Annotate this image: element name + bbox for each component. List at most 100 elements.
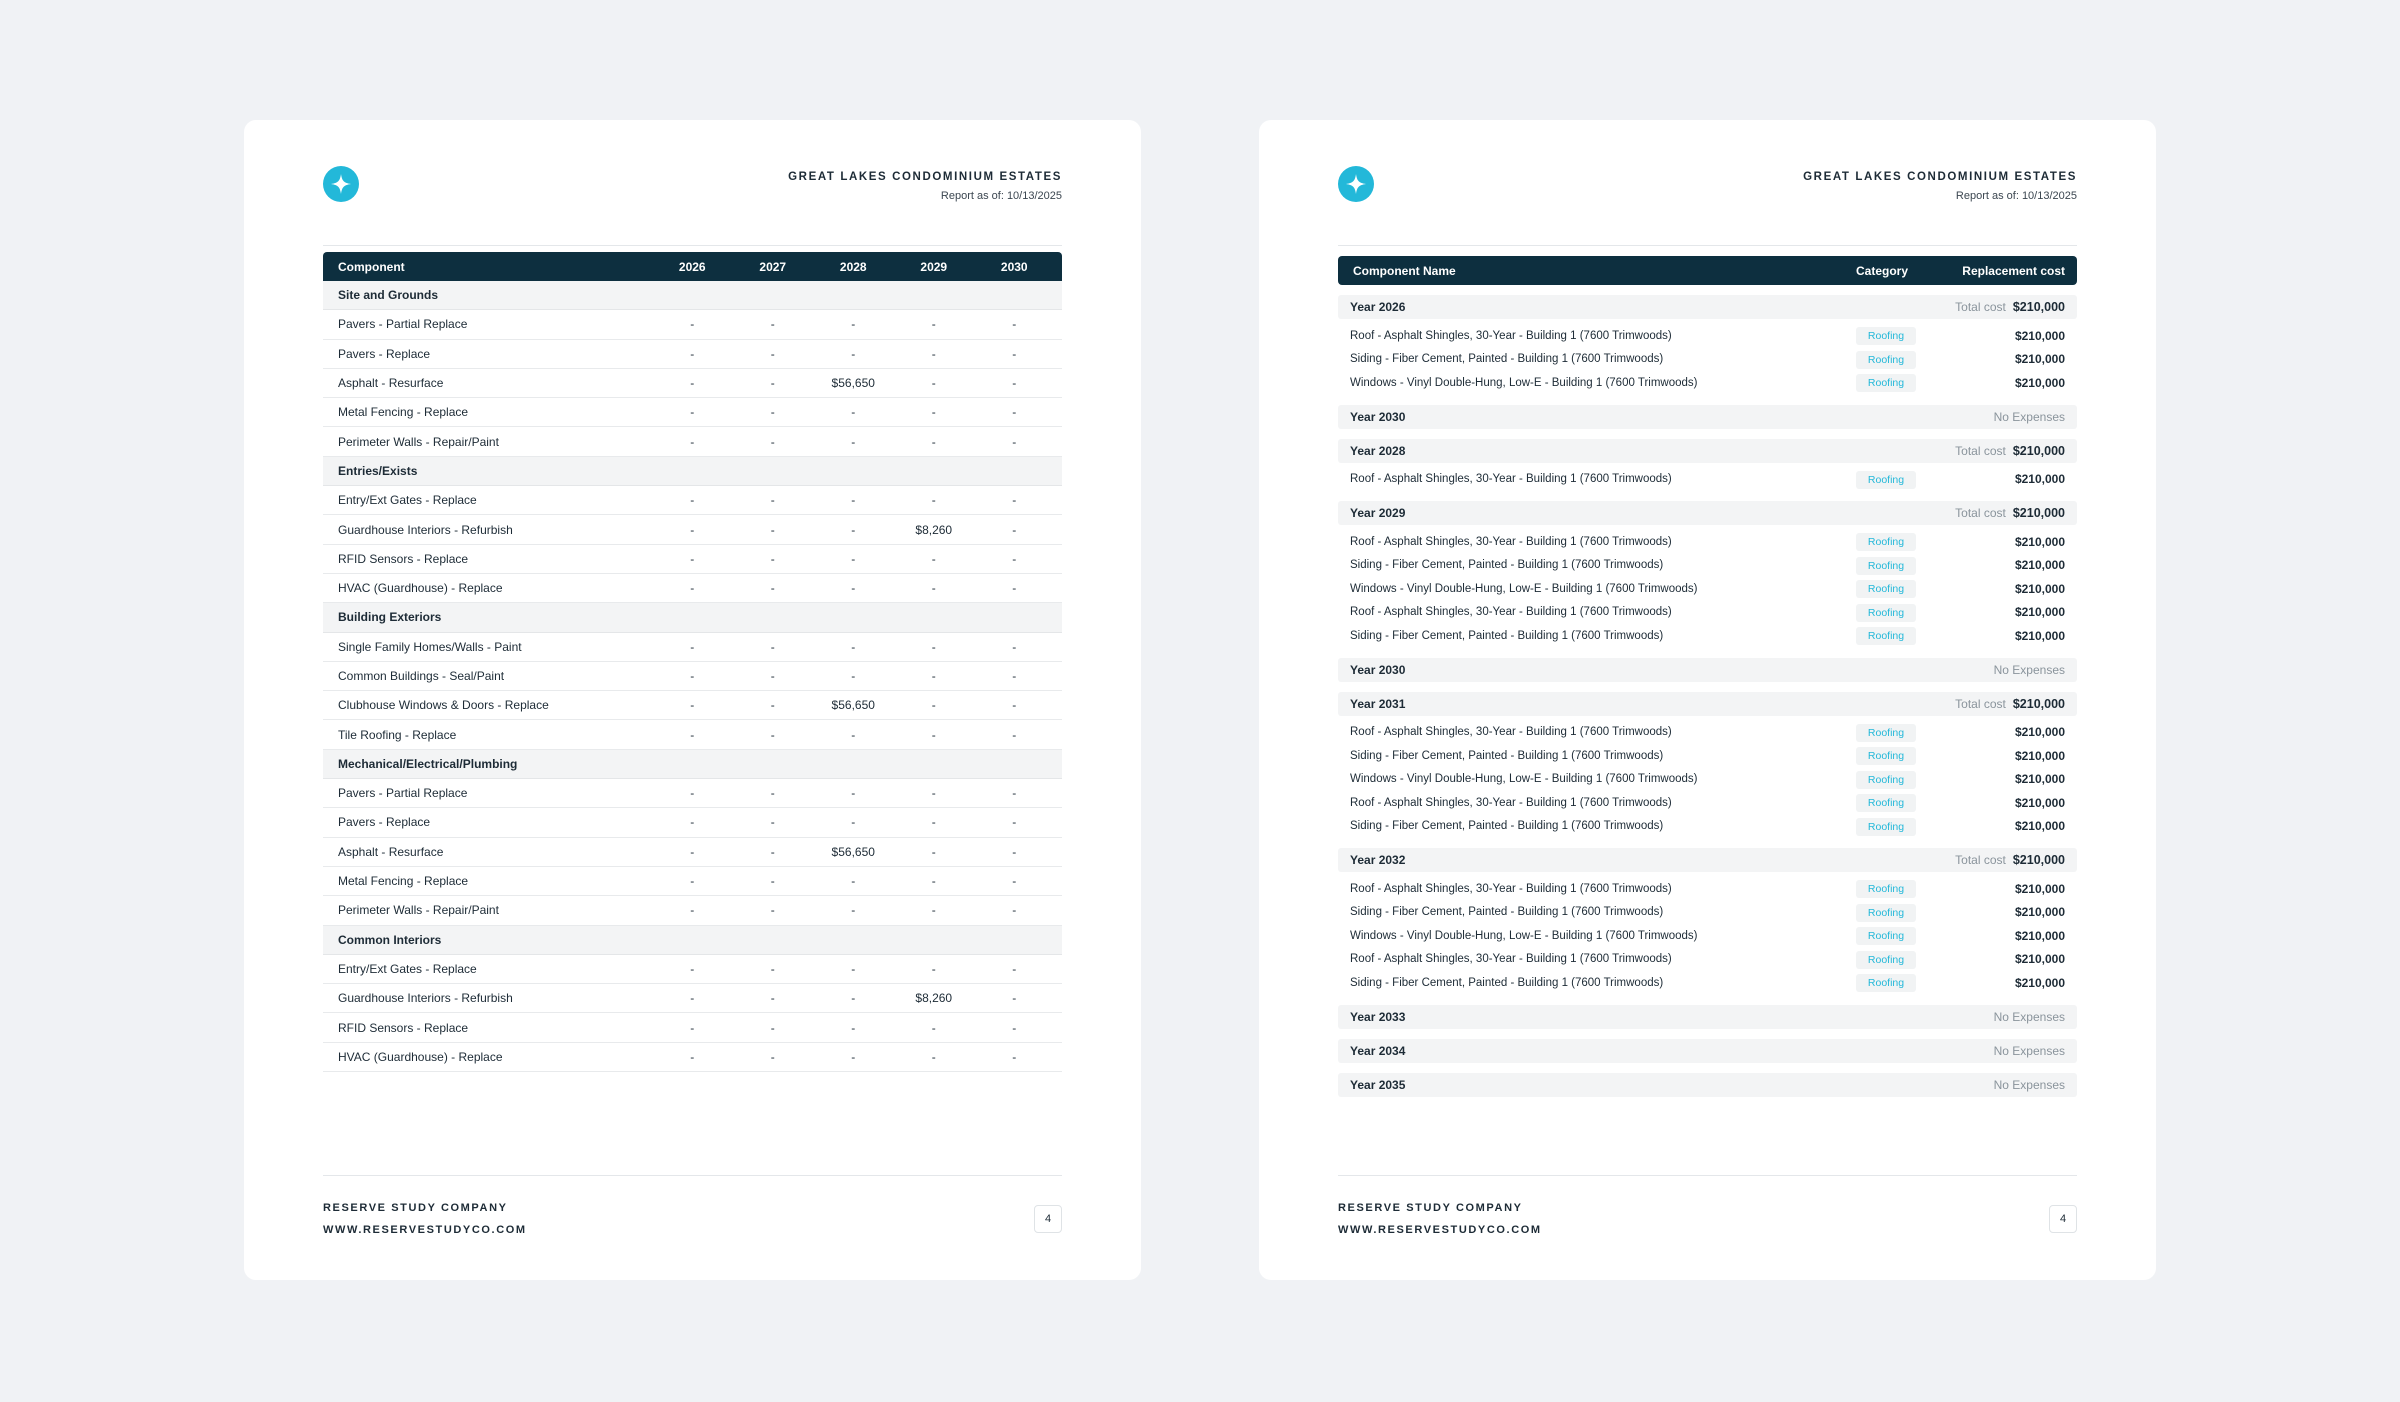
column-header-year: 2028 <box>839 259 867 274</box>
year-value-cell: - <box>690 874 695 889</box>
table-row: Guardhouse Interiors - Refurbish - - - $8,26… <box>323 984 1062 1014</box>
replacement-cost: $210,000 <box>2014 581 2065 596</box>
year-value-cell: - <box>1012 493 1017 508</box>
year-value-cell: - <box>690 698 695 713</box>
category-badge: Roofing <box>1856 350 1916 369</box>
year-value-cell: - <box>931 1049 936 1064</box>
table-row: Asphalt - Resurface - - $56,650 - - <box>323 838 1062 867</box>
year-value-cell: - <box>770 991 775 1006</box>
table-row: Pavers - Replace - - - - - <box>323 808 1062 838</box>
year-value-cell: - <box>770 639 775 654</box>
expense-row: Siding - Fiber Cement, Painted - Buildin… <box>1338 348 2077 372</box>
table-row: Perimeter Walls - Repair/Paint - - - - - <box>323 896 1062 926</box>
year-value-cell: - <box>931 405 936 420</box>
page-header: GREAT LAKES CONDOMINIUM ESTATES Report a… <box>323 166 1062 246</box>
year-value-cell: - <box>851 551 856 566</box>
year-summary: Total cost $210,000 <box>1955 300 2065 314</box>
year-row: Year 2028 Total cost $210,000 <box>1338 438 2077 463</box>
year-value-cell: - <box>770 493 775 508</box>
year-value-cell: - <box>851 346 856 361</box>
year-value-cell: - <box>770 874 775 889</box>
replacement-cost: $210,000 <box>2014 748 2065 763</box>
year-value-cell: - <box>1012 639 1017 654</box>
component-name: Roof - Asphalt Shingles, 30-Year - Build… <box>1350 882 1672 895</box>
year-value-cell: - <box>931 551 936 566</box>
year-value-cell: - <box>770 581 775 596</box>
expense-row: Roof - Asphalt Shingles, 30-Year - Build… <box>1338 530 2077 554</box>
section-label: Entries/Exists <box>338 463 418 478</box>
section-label: Common Interiors <box>338 932 442 947</box>
year-value-cell: - <box>931 1020 936 1035</box>
component-name: Pavers - Partial Replace <box>338 786 468 801</box>
year-value-cell: - <box>851 434 856 449</box>
year-value-cell: - <box>770 522 775 537</box>
report-page-schedule: GREAT LAKES CONDOMINIUM ESTATES Report a… <box>244 120 1141 1280</box>
table-row: Pavers - Replace - - - - - <box>323 340 1062 369</box>
year-label: Year 2030 <box>1350 409 1406 424</box>
replacement-cost: $210,000 <box>2014 795 2065 810</box>
component-name: Perimeter Walls - Repair/Paint <box>338 903 499 918</box>
replacement-cost: $210,000 <box>2014 472 2065 487</box>
year-group: Year 2034 No Expenses <box>1338 1038 2077 1063</box>
year-value-cell: - <box>770 961 775 976</box>
year-value-cell: - <box>851 317 856 332</box>
year-group: Year 2026 Total cost $210,000 Roof - Asphal… <box>1338 295 2077 395</box>
replacement-cost: $210,000 <box>2014 328 2065 343</box>
year-label: Year 2029 <box>1350 506 1406 520</box>
component-name: HVAC (Guardhouse) - Replace <box>338 1049 503 1064</box>
replacement-cost: $210,000 <box>2014 375 2065 390</box>
expense-row: Roof - Asphalt Shingles, 30-Year - Build… <box>1338 324 2077 348</box>
column-header-name: Component Name <box>1353 263 1456 278</box>
report-title: GREAT LAKES CONDOMINIUM ESTATES <box>788 171 1062 183</box>
section-label: Mechanical/Electrical/Plumbing <box>338 756 518 771</box>
table-row: Clubhouse Windows & Doors - Replace - - $56… <box>323 691 1062 721</box>
year-row: Year 2033 No Expenses <box>1338 1004 2077 1029</box>
year-value-cell: - <box>770 376 775 391</box>
year-value-cell: - <box>1012 376 1017 391</box>
page-footer: RESERVE STUDY COMPANY WWW.RESERVESTUDYCO… <box>323 1175 1062 1255</box>
year-label: Year 2028 <box>1350 443 1406 458</box>
company-website: WWW.RESERVESTUDYCO.COM <box>323 1224 527 1236</box>
sparkle-logo-icon <box>1338 166 1374 202</box>
year-value-cell: - <box>851 581 856 596</box>
year-value-cell: - <box>1012 1020 1017 1035</box>
year-value-cell: - <box>1012 405 1017 420</box>
year-value-cell: - <box>931 346 936 361</box>
component-name: Windows - Vinyl Double-Hung, Low-E - Bui… <box>1350 773 1698 786</box>
year-value-cell: - <box>770 844 775 859</box>
replacement-cost: $210,000 <box>2014 975 2065 990</box>
year-value-cell: - <box>851 522 856 537</box>
component-name: Guardhouse Interiors - Refurbish <box>338 991 513 1006</box>
year-value-cell: - <box>690 727 695 742</box>
year-summary: No Expenses <box>1994 1078 2065 1092</box>
expense-table: Component Name Category Replacement cost… <box>1338 256 2077 1097</box>
section-label: Building Exteriors <box>338 610 442 625</box>
expense-row: Siding - Fiber Cement, Painted - Buildin… <box>1338 815 2077 839</box>
year-value-cell: - <box>1012 903 1017 918</box>
table-header: Component Name Category Replacement cost <box>1338 256 2077 285</box>
year-label: Year 2026 <box>1350 300 1406 314</box>
year-value-cell: - <box>690 844 695 859</box>
component-name: Clubhouse Windows & Doors - Replace <box>338 698 549 713</box>
year-label: Year 2033 <box>1350 1009 1406 1024</box>
year-value-cell: - <box>770 1020 775 1035</box>
year-value-cell: - <box>690 669 695 683</box>
table-header: Component 2026 2027 2028 2029 2030 <box>323 252 1062 281</box>
table-row: Tile Roofing - Replace - - - - - <box>323 720 1062 750</box>
component-name: Pavers - Replace <box>338 815 431 830</box>
year-value-cell: - <box>770 698 775 713</box>
category-badge: Roofing <box>1856 470 1916 489</box>
component-name: Windows - Vinyl Double-Hung, Low-E - Bui… <box>1350 929 1698 942</box>
year-value-cell: $56,650 <box>831 376 875 391</box>
expense-row: Windows - Vinyl Double-Hung, Low-E - Bui… <box>1338 577 2077 601</box>
category-badge: Roofing <box>1856 723 1916 742</box>
category-badge: Roofing <box>1856 374 1916 392</box>
year-value-cell: - <box>690 815 695 830</box>
component-name: Metal Fencing - Replace <box>338 405 469 420</box>
year-value-cell: - <box>770 346 775 361</box>
year-label: Year 2032 <box>1350 853 1406 867</box>
report-page-expenses: GREAT LAKES CONDOMINIUM ESTATES Report a… <box>1259 120 2156 1280</box>
expense-row: Roof - Asphalt Shingles, 30-Year - Build… <box>1338 877 2077 901</box>
component-name: Metal Fencing - Replace <box>338 874 469 889</box>
year-value-cell: - <box>770 903 775 918</box>
